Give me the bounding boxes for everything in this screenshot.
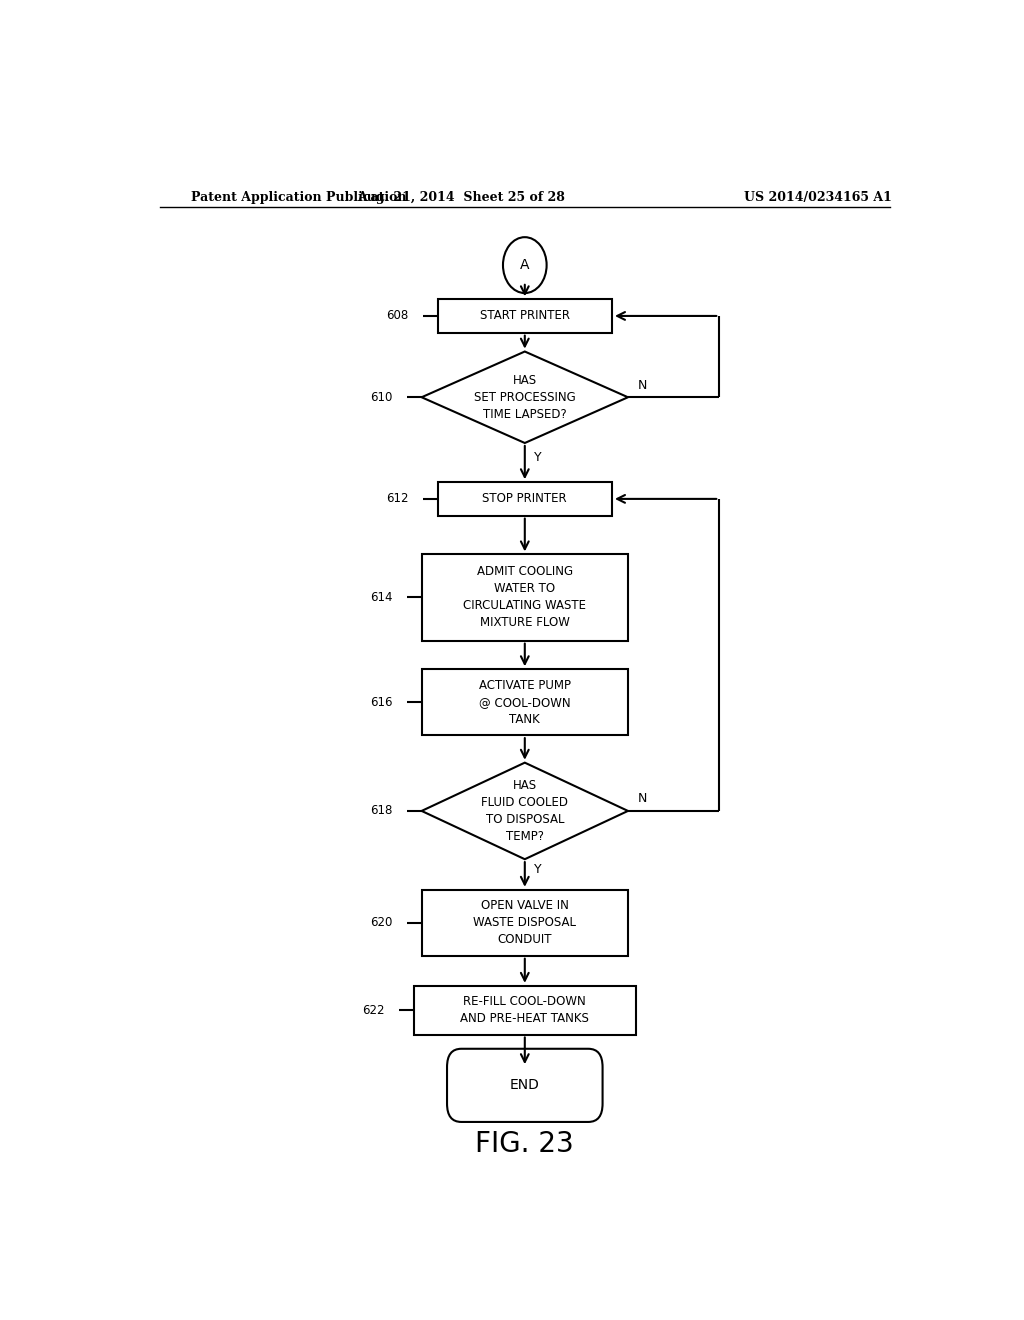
Text: 612: 612 — [386, 492, 409, 506]
Text: 620: 620 — [370, 916, 392, 929]
Text: HAS
SET PROCESSING
TIME LAPSED?: HAS SET PROCESSING TIME LAPSED? — [474, 374, 575, 421]
Text: ADMIT COOLING
WATER TO
CIRCULATING WASTE
MIXTURE FLOW: ADMIT COOLING WATER TO CIRCULATING WASTE… — [463, 565, 587, 630]
Text: 622: 622 — [362, 1003, 385, 1016]
Text: N: N — [638, 792, 647, 805]
Text: N: N — [638, 379, 647, 392]
Text: 618: 618 — [370, 804, 392, 817]
Text: STOP PRINTER: STOP PRINTER — [482, 492, 567, 506]
Text: END: END — [510, 1078, 540, 1093]
Text: US 2014/0234165 A1: US 2014/0234165 A1 — [744, 190, 892, 203]
Text: Y: Y — [535, 863, 542, 876]
FancyBboxPatch shape — [447, 1049, 602, 1122]
Text: 610: 610 — [370, 391, 392, 404]
Text: START PRINTER: START PRINTER — [480, 309, 569, 322]
FancyBboxPatch shape — [422, 554, 628, 640]
FancyBboxPatch shape — [414, 986, 636, 1035]
Polygon shape — [422, 763, 628, 859]
FancyBboxPatch shape — [437, 482, 612, 516]
FancyBboxPatch shape — [437, 300, 612, 333]
Polygon shape — [422, 351, 628, 444]
Circle shape — [503, 238, 547, 293]
Text: FIG. 23: FIG. 23 — [475, 1130, 574, 1159]
Text: Y: Y — [535, 451, 542, 463]
FancyBboxPatch shape — [422, 890, 628, 956]
Text: 608: 608 — [386, 309, 409, 322]
Text: 616: 616 — [370, 696, 392, 709]
Text: A: A — [520, 259, 529, 272]
Text: 614: 614 — [370, 591, 392, 605]
Text: Patent Application Publication: Patent Application Publication — [191, 190, 407, 203]
Text: ACTIVATE PUMP
@ COOL-DOWN
TANK: ACTIVATE PUMP @ COOL-DOWN TANK — [479, 678, 570, 726]
Text: OPEN VALVE IN
WASTE DISPOSAL
CONDUIT: OPEN VALVE IN WASTE DISPOSAL CONDUIT — [473, 899, 577, 946]
Text: RE-FILL COOL-DOWN
AND PRE-HEAT TANKS: RE-FILL COOL-DOWN AND PRE-HEAT TANKS — [461, 995, 589, 1026]
Text: HAS
FLUID COOLED
TO DISPOSAL
TEMP?: HAS FLUID COOLED TO DISPOSAL TEMP? — [481, 779, 568, 843]
Text: Aug. 21, 2014  Sheet 25 of 28: Aug. 21, 2014 Sheet 25 of 28 — [357, 190, 565, 203]
FancyBboxPatch shape — [422, 669, 628, 735]
